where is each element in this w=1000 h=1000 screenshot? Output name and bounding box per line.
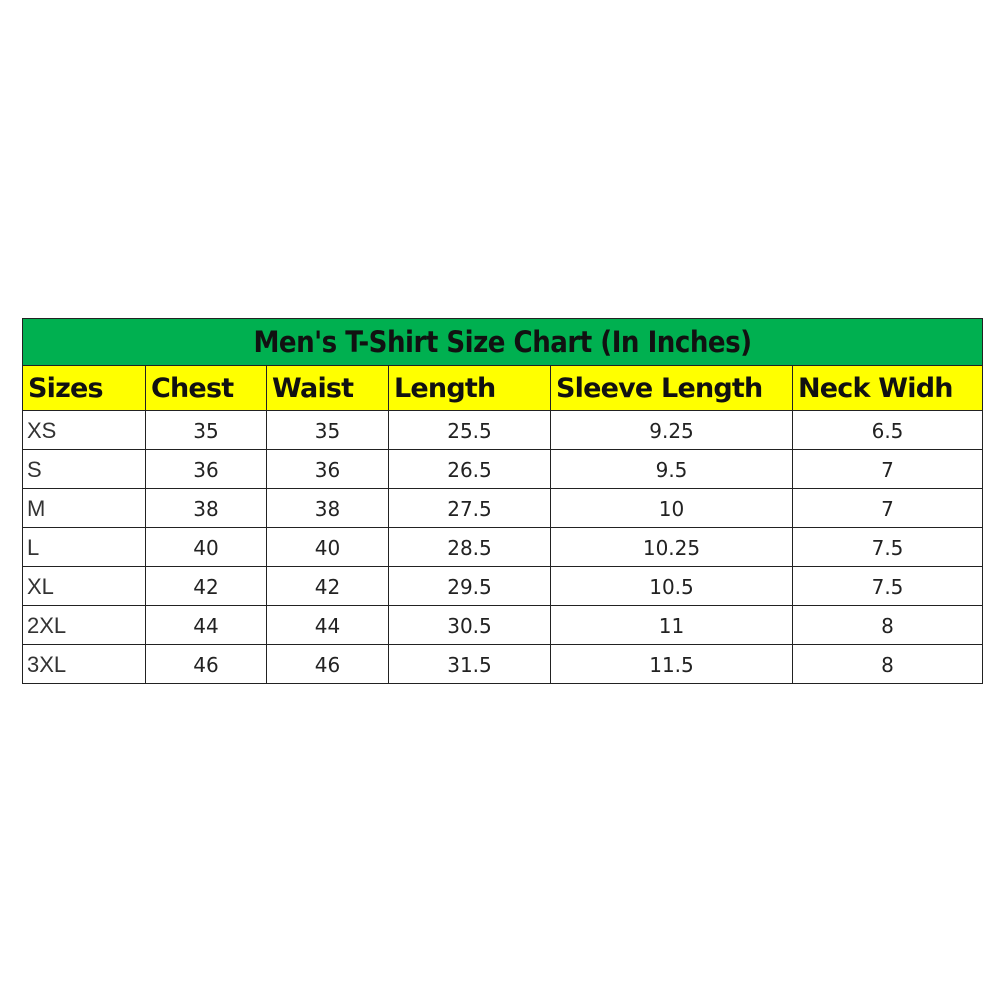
cell-sleeve-length: 11.5 [550, 644, 793, 684]
cell-size: XS [22, 410, 146, 450]
cell-waist: 44 [266, 605, 389, 645]
table-row: 3XL 46 46 31.5 11.5 8 [22, 644, 983, 684]
cell-neck-width: 7 [792, 449, 983, 489]
header-neck-width: Neck Widh [792, 365, 983, 411]
cell-size: XL [22, 566, 146, 606]
cell-length: 28.5 [388, 527, 551, 567]
header-chest: Chest [145, 365, 267, 411]
table-row: XS 35 35 25.5 9.25 6.5 [22, 410, 983, 450]
table-row: 2XL 44 44 30.5 11 8 [22, 605, 983, 645]
header-row: Sizes Chest Waist Length Sleeve Length N… [22, 365, 983, 411]
cell-waist: 35 [266, 410, 389, 450]
header-waist: Waist [266, 365, 389, 411]
cell-neck-width: 7 [792, 488, 983, 528]
table-row: L 40 40 28.5 10.25 7.5 [22, 527, 983, 567]
cell-neck-width: 7.5 [792, 566, 983, 606]
cell-neck-width: 6.5 [792, 410, 983, 450]
cell-chest: 46 [145, 644, 267, 684]
cell-size: S [22, 449, 146, 489]
cell-length: 31.5 [388, 644, 551, 684]
cell-waist: 36 [266, 449, 389, 489]
cell-chest: 42 [145, 566, 267, 606]
cell-chest: 44 [145, 605, 267, 645]
table-row: M 38 38 27.5 10 7 [22, 488, 983, 528]
cell-length: 29.5 [388, 566, 551, 606]
cell-waist: 38 [266, 488, 389, 528]
cell-sleeve-length: 9.25 [550, 410, 793, 450]
cell-length: 26.5 [388, 449, 551, 489]
cell-waist: 40 [266, 527, 389, 567]
cell-size: M [22, 488, 146, 528]
cell-neck-width: 8 [792, 644, 983, 684]
cell-chest: 40 [145, 527, 267, 567]
cell-neck-width: 8 [792, 605, 983, 645]
cell-sleeve-length: 10.25 [550, 527, 793, 567]
header-sleeve-length: Sleeve Length [550, 365, 793, 411]
cell-chest: 36 [145, 449, 267, 489]
cell-sleeve-length: 10.5 [550, 566, 793, 606]
size-chart-table: Men's T-Shirt Size Chart (In Inches) Siz… [22, 318, 983, 684]
cell-size: L [22, 527, 146, 567]
cell-chest: 38 [145, 488, 267, 528]
cell-sleeve-length: 10 [550, 488, 793, 528]
cell-length: 30.5 [388, 605, 551, 645]
cell-waist: 46 [266, 644, 389, 684]
cell-sleeve-length: 9.5 [550, 449, 793, 489]
cell-size: 2XL [22, 605, 146, 645]
cell-neck-width: 7.5 [792, 527, 983, 567]
table-title: Men's T-Shirt Size Chart (In Inches) [22, 318, 983, 366]
cell-size: 3XL [22, 644, 146, 684]
header-sizes: Sizes [22, 365, 146, 411]
table-row: S 36 36 26.5 9.5 7 [22, 449, 983, 489]
cell-chest: 35 [145, 410, 267, 450]
title-row: Men's T-Shirt Size Chart (In Inches) [22, 318, 983, 366]
cell-waist: 42 [266, 566, 389, 606]
table-row: XL 42 42 29.5 10.5 7.5 [22, 566, 983, 606]
cell-length: 27.5 [388, 488, 551, 528]
header-length: Length [388, 365, 551, 411]
cell-length: 25.5 [388, 410, 551, 450]
cell-sleeve-length: 11 [550, 605, 793, 645]
